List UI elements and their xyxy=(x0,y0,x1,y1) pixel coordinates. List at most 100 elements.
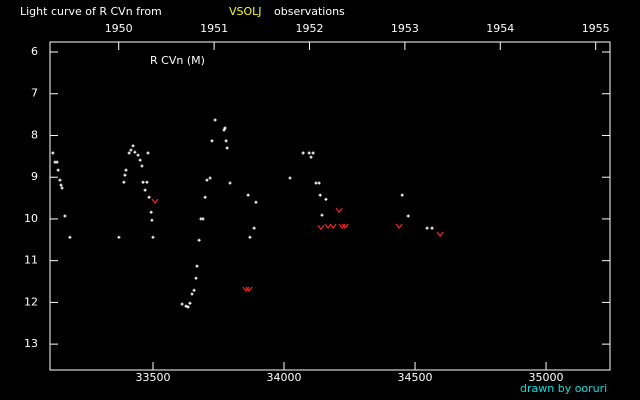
y-tick-label: 9 xyxy=(31,170,38,183)
observation xyxy=(147,195,151,199)
observation xyxy=(425,226,429,230)
upper-limit xyxy=(436,231,444,237)
upper-limit xyxy=(335,207,343,214)
observation xyxy=(222,128,226,132)
x-tick-label: 33500 xyxy=(135,371,170,384)
y-tick-label: 12 xyxy=(24,295,38,308)
observation xyxy=(320,213,324,217)
observation xyxy=(68,235,72,239)
observation xyxy=(228,181,232,185)
x2-tick-label: 1950 xyxy=(105,22,133,35)
observation xyxy=(314,181,318,185)
observation xyxy=(131,144,135,148)
x2-tick-label: 1953 xyxy=(391,22,419,35)
observation xyxy=(184,304,188,308)
observation xyxy=(150,218,154,222)
title-suffix: observations xyxy=(274,5,345,18)
observation xyxy=(194,276,198,280)
observation xyxy=(192,288,196,292)
observation xyxy=(151,235,155,239)
observation xyxy=(63,214,67,218)
observation xyxy=(205,178,209,182)
x-tick-label: 35000 xyxy=(529,371,564,384)
y-tick-label: 7 xyxy=(31,87,38,100)
observation xyxy=(246,193,250,197)
observation xyxy=(324,197,328,201)
observation xyxy=(188,301,192,305)
x-tick-label: 34000 xyxy=(267,371,302,384)
observation xyxy=(123,173,127,177)
observation xyxy=(317,181,321,185)
chart-title: Light curve of R CVn from xyxy=(20,5,162,18)
x-tick-label: 34500 xyxy=(398,371,433,384)
observation xyxy=(208,176,212,180)
observation xyxy=(430,226,434,230)
observation xyxy=(203,195,207,199)
y-tick-label: 11 xyxy=(24,254,38,267)
observation xyxy=(141,180,145,184)
observation xyxy=(146,151,150,155)
observation xyxy=(56,168,60,172)
upper-limit xyxy=(151,198,159,204)
observation xyxy=(225,146,229,150)
observation xyxy=(117,235,121,239)
observation xyxy=(124,168,128,172)
observation xyxy=(55,160,59,164)
observation xyxy=(213,118,217,122)
observation xyxy=(140,164,144,168)
x2-tick-label: 1951 xyxy=(200,22,228,35)
observation xyxy=(201,217,205,221)
observation xyxy=(252,226,256,230)
observation xyxy=(129,148,133,152)
observation xyxy=(136,153,140,157)
observation xyxy=(224,139,228,143)
upper-limit xyxy=(317,224,325,231)
observation xyxy=(145,180,149,184)
upper-limit xyxy=(329,223,337,230)
credit: drawn by ooruri xyxy=(520,382,607,395)
observation xyxy=(311,151,315,155)
observation xyxy=(58,178,62,182)
observation xyxy=(400,193,404,197)
upper-limit xyxy=(341,223,349,230)
upper-limit xyxy=(395,223,403,230)
x2-tick-label: 1952 xyxy=(295,22,323,35)
observation xyxy=(307,151,311,155)
observation xyxy=(254,200,258,204)
plot-frame xyxy=(49,41,611,371)
observation xyxy=(51,151,55,155)
observation xyxy=(143,188,147,192)
observation xyxy=(59,183,63,187)
observation xyxy=(210,139,214,143)
observation xyxy=(122,180,126,184)
observation xyxy=(149,210,153,214)
observation xyxy=(127,151,131,155)
source: VSOLJ xyxy=(229,5,262,18)
y-tick-label: 6 xyxy=(31,45,38,58)
upper-limit xyxy=(324,223,332,230)
observation xyxy=(301,151,305,155)
observation xyxy=(223,126,227,130)
observation xyxy=(195,264,199,268)
observation xyxy=(133,150,137,154)
upper-limit xyxy=(338,223,346,230)
star-label: R CVn (M) xyxy=(150,54,205,67)
upper-limit xyxy=(245,286,253,293)
observation xyxy=(138,158,142,162)
observation xyxy=(406,214,410,218)
observation xyxy=(186,305,190,309)
observation xyxy=(318,193,322,197)
observation xyxy=(309,155,313,159)
observation xyxy=(60,186,64,190)
y-tick-label: 8 xyxy=(31,128,38,141)
observation xyxy=(190,292,194,296)
y-tick-label: 13 xyxy=(24,337,38,350)
observation xyxy=(288,176,292,180)
observation xyxy=(197,238,201,242)
upper-limit xyxy=(242,286,250,293)
y-tick-label: 10 xyxy=(24,212,38,225)
x2-tick-label: 1954 xyxy=(486,22,514,35)
